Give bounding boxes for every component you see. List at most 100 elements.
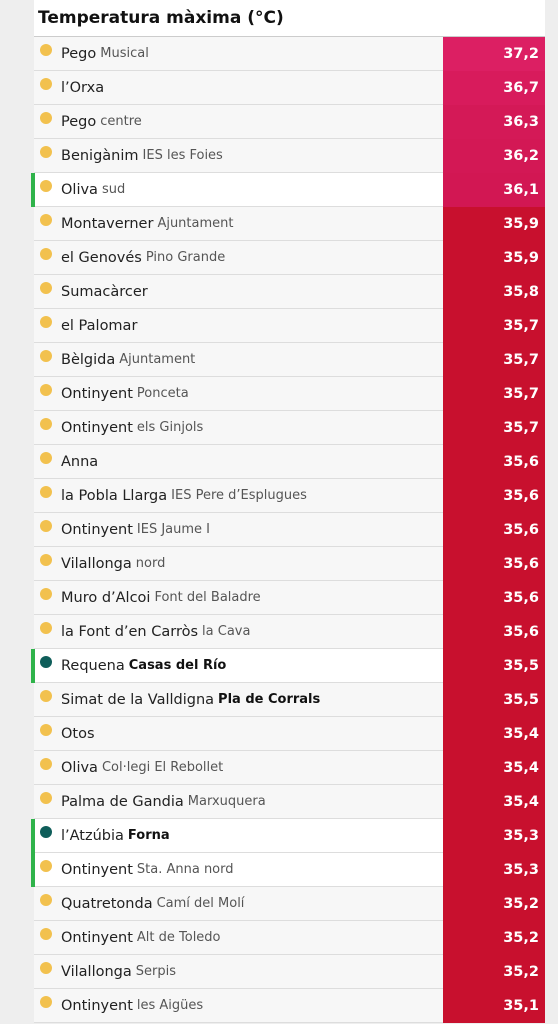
temperature: 36,3: [443, 105, 545, 139]
row: Oliva Col·legi El Rebollet 35,4: [34, 751, 545, 785]
temperature: 35,8: [443, 275, 545, 309]
station-name: l’Orxa: [61, 79, 105, 96]
row: el Genovés Pino Grande 35,9: [34, 241, 545, 275]
temperature: 35,6: [443, 615, 545, 649]
status-dot: [40, 519, 52, 532]
temperature: 35,5: [443, 649, 545, 683]
status-dot: [40, 859, 52, 872]
temperature: 36,7: [443, 71, 545, 105]
temperature: 35,6: [443, 547, 545, 581]
station-location: Ajuntament: [157, 216, 234, 231]
row: el Palomar 35,7: [34, 309, 545, 343]
station-location: Ponceta: [136, 386, 189, 401]
status-dot: [40, 451, 52, 464]
station-location: Alt de Toledo: [136, 930, 221, 945]
temperature: 35,4: [443, 785, 545, 819]
temperature: 35,3: [443, 819, 545, 853]
temperature: 35,5: [443, 683, 545, 717]
station-location: Casas del Río: [128, 658, 227, 673]
status-dot: [40, 553, 52, 566]
temperature: 35,4: [443, 717, 545, 751]
station-name: Vilallonga: [61, 555, 132, 572]
row: l’Orxa 36,7: [34, 71, 545, 105]
station-name: Oliva: [61, 181, 98, 198]
station-name: la Font d’en Carròs: [61, 623, 199, 640]
station-location: Marxuquera: [187, 794, 266, 809]
temperature: 35,1: [443, 989, 545, 1023]
station-location: Pino Grande: [145, 250, 226, 265]
title: Temperatura màxima (°C): [38, 8, 284, 28]
station-location: les Aigües: [136, 998, 204, 1013]
station-location: IES Jaume I: [136, 522, 210, 537]
row: Anna 35,6: [34, 445, 545, 479]
temperature: 35,4: [443, 751, 545, 785]
highlight-bar: [31, 649, 35, 683]
station-name: Vilallonga: [61, 963, 132, 980]
station-name: Benigànim: [61, 147, 139, 164]
station-location: Forna: [127, 828, 170, 843]
status-dot: [40, 417, 52, 430]
temperature: 35,2: [443, 955, 545, 989]
status-dot: [40, 247, 52, 260]
row: Muro d’Alcoi Font del Baladre 35,6: [34, 581, 545, 615]
row: Bèlgida Ajuntament 35,7: [34, 343, 545, 377]
station-name: Muro d’Alcoi: [61, 589, 151, 606]
status-dot: [40, 111, 52, 124]
temperature: 35,7: [443, 309, 545, 343]
list: Pego Musical 37,2 l’Orxa 36,7 Pego centre 36,3 B…: [31, 37, 545, 1023]
status-dot: [40, 179, 52, 192]
status-dot: [40, 791, 52, 804]
status-dot: [40, 961, 52, 974]
row: Ontinyent Alt de Toledo 35,2: [34, 921, 545, 955]
status-dot: [40, 485, 52, 498]
station-location: centre: [100, 114, 142, 129]
station-name: Anna: [61, 453, 99, 470]
row: Vilallonga Serpis 35,2: [34, 955, 545, 989]
station-name: Quatretonda: [61, 895, 153, 912]
status-dot: [40, 77, 52, 90]
station-name: Ontinyent: [61, 929, 133, 946]
row: Requena Casas del Río 35,5: [31, 649, 545, 683]
row: Montaverner Ajuntament 35,9: [34, 207, 545, 241]
station-name: el Palomar: [61, 317, 138, 334]
highlight-bar: [31, 853, 35, 887]
station-name: l’Atzúbia: [61, 827, 124, 844]
row: Pego centre 36,3: [34, 105, 545, 139]
highlight-bar: [31, 173, 35, 207]
station-name: Palma de Gandia: [61, 793, 184, 810]
status-dot: [40, 927, 52, 940]
status-dot: [40, 315, 52, 328]
temperature: 35,2: [443, 887, 545, 921]
highlight-bar: [31, 819, 35, 853]
row: l’Atzúbia Forna 35,3: [31, 819, 545, 853]
station-location: nord: [135, 556, 166, 571]
station-location: els Ginjols: [136, 420, 204, 435]
status-dot: [40, 213, 52, 226]
temperature: 36,1: [443, 173, 545, 207]
row: Ontinyent IES Jaume I 35,6: [34, 513, 545, 547]
temperature: 35,3: [443, 853, 545, 887]
row: Palma de Gandia Marxuquera 35,4: [34, 785, 545, 819]
station-name: Otos: [61, 725, 95, 742]
station-location: Font del Baladre: [154, 590, 261, 605]
station-location: IES Pere d’Esplugues: [171, 488, 307, 503]
status-dot: [40, 757, 52, 770]
status-dot: [40, 587, 52, 600]
row: Ontinyent Sta. Anna nord 35,3: [31, 853, 545, 887]
status-dot: [40, 723, 52, 736]
row: Simat de la Valldigna Pla de Corrals 35,5: [34, 683, 545, 717]
station-name: Ontinyent: [61, 419, 133, 436]
station-name: Ontinyent: [61, 521, 133, 538]
temperature: 35,2: [443, 921, 545, 955]
row: Ontinyent Ponceta 35,7: [34, 377, 545, 411]
station-location: Sta. Anna nord: [136, 862, 234, 877]
temperature: 35,7: [443, 343, 545, 377]
station-location: IES les Foies: [142, 148, 223, 163]
station-location: Ajuntament: [119, 352, 196, 367]
station-location: la Cava: [202, 624, 251, 639]
row: Pego Musical 37,2: [34, 37, 545, 71]
station-name: Montaverner: [61, 215, 154, 232]
status-dot: [40, 349, 52, 362]
station-name: Pego: [61, 45, 97, 62]
